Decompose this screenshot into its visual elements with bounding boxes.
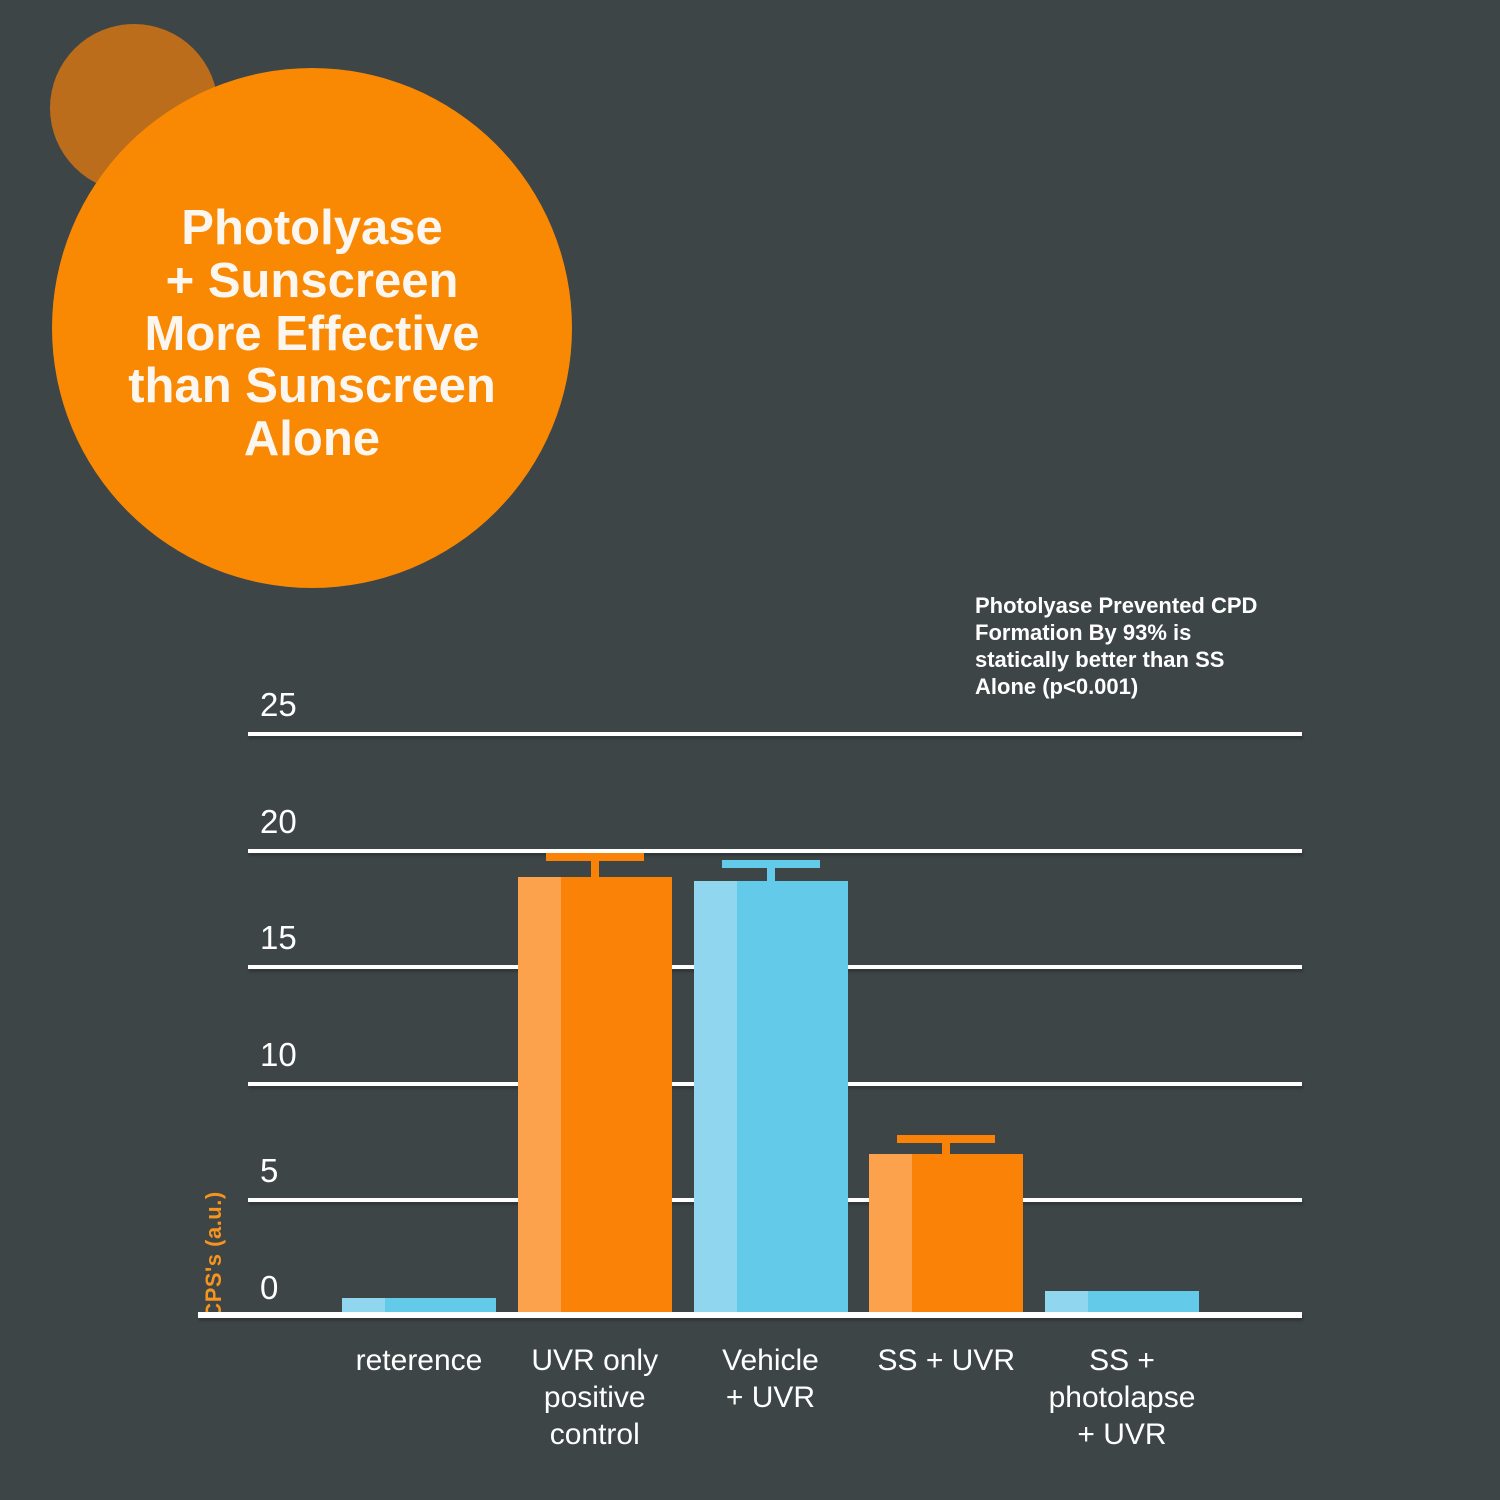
infographic-title: Photolyase + Sunscreen More Effective th…: [128, 200, 496, 467]
error-bar-stem: [942, 1143, 951, 1167]
bar: [693, 881, 848, 1313]
gridline: [248, 848, 1302, 853]
y-tick-label: 5: [260, 1152, 279, 1190]
bar: [869, 1154, 1024, 1313]
category-label: SS + photolapse + UVR: [1048, 1344, 1196, 1451]
error-bar-stem: [766, 868, 775, 894]
error-bar-stem: [590, 861, 599, 889]
category-label: Vehicle + UVR: [722, 1344, 819, 1414]
x-axis-line: [198, 1312, 1302, 1318]
category-label: UVR only positive control: [531, 1344, 659, 1451]
category-label: SS + UVR: [877, 1344, 1016, 1377]
y-tick-label: 0: [260, 1269, 279, 1306]
category-label: reterence: [355, 1344, 483, 1377]
y-tick-label: 20: [260, 802, 297, 840]
bar: [517, 876, 672, 1313]
bar: [342, 1297, 496, 1313]
y-tick-label: 10: [260, 1035, 297, 1073]
title-circle: Photolyase + Sunscreen More Effective th…: [52, 68, 572, 588]
error-bar-cap: [721, 860, 820, 869]
y-axis-title: CPS's (a.u.): [201, 1191, 226, 1319]
chart-annotation: Photolyase Prevented CPD Formation By 93…: [975, 593, 1258, 699]
bar: [1045, 1290, 1199, 1313]
error-bar-cap: [897, 1135, 996, 1144]
gridline: [248, 732, 1302, 736]
y-tick-label: 25: [260, 686, 297, 723]
y-tick-label: 15: [260, 919, 297, 957]
error-bar-cap: [545, 853, 644, 862]
